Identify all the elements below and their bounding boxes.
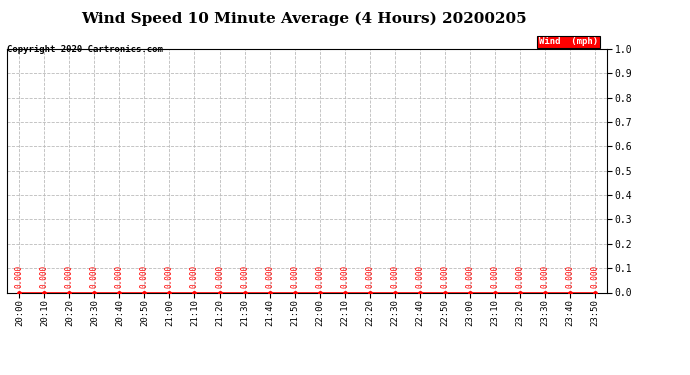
Text: 0.000: 0.000 [415, 265, 424, 288]
Text: 0.000: 0.000 [215, 265, 224, 288]
Text: 0.000: 0.000 [340, 265, 349, 288]
Text: 0.000: 0.000 [65, 265, 74, 288]
Text: 0.000: 0.000 [15, 265, 24, 288]
Text: 0.000: 0.000 [365, 265, 374, 288]
Text: 0.000: 0.000 [90, 265, 99, 288]
Text: Copyright 2020 Cartronics.com: Copyright 2020 Cartronics.com [7, 45, 163, 54]
Text: 0.000: 0.000 [540, 265, 549, 288]
Text: 0.000: 0.000 [265, 265, 274, 288]
Text: Wind Speed 10 Minute Average (4 Hours) 20200205: Wind Speed 10 Minute Average (4 Hours) 2… [81, 11, 526, 26]
Text: Wind  (mph): Wind (mph) [539, 38, 598, 46]
Text: 0.000: 0.000 [240, 265, 249, 288]
Text: 0.000: 0.000 [115, 265, 124, 288]
Text: 0.000: 0.000 [440, 265, 449, 288]
Text: 0.000: 0.000 [490, 265, 499, 288]
Text: 0.000: 0.000 [190, 265, 199, 288]
Text: 0.000: 0.000 [140, 265, 149, 288]
Text: 0.000: 0.000 [315, 265, 324, 288]
Text: 0.000: 0.000 [590, 265, 599, 288]
Text: 0.000: 0.000 [290, 265, 299, 288]
Text: 0.000: 0.000 [165, 265, 174, 288]
Text: 0.000: 0.000 [40, 265, 49, 288]
Text: 0.000: 0.000 [465, 265, 474, 288]
Text: 0.000: 0.000 [565, 265, 574, 288]
Text: 0.000: 0.000 [390, 265, 399, 288]
Text: 0.000: 0.000 [515, 265, 524, 288]
